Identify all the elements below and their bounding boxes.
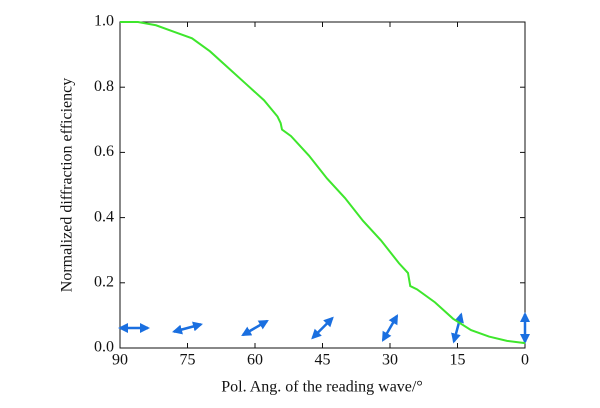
y-tick-label: 1.0: [94, 13, 114, 30]
data-line: [120, 21, 526, 345]
y-tick-label: 0.6: [94, 143, 114, 160]
y-axis-label: Normalized diffraction efficiency: [59, 78, 76, 292]
x-tick-label: 0: [521, 352, 529, 369]
polarization-arrow: [311, 316, 334, 340]
x-tick-label: 60: [247, 352, 263, 369]
polarization-arrow: [381, 314, 399, 342]
x-tick-label: 75: [180, 352, 196, 369]
x-tick-label: 90: [112, 352, 128, 369]
y-tick-label: 0.8: [94, 78, 114, 95]
y-tick-label: 0.0: [94, 339, 114, 356]
x-axis-label: Pol. Ang. of the reading wave/°: [221, 379, 422, 396]
polarization-arrow: [241, 319, 269, 337]
y-tick-label: 0.2: [94, 273, 114, 290]
x-tick-label: 30: [382, 352, 398, 369]
plot-frame: [119, 21, 526, 349]
y-tick-label: 0.4: [94, 208, 114, 225]
x-tick-label: 45: [315, 352, 331, 369]
polarization-arrow: [172, 321, 203, 335]
x-tick-label: 15: [450, 352, 466, 369]
polarization-arrow: [451, 312, 464, 344]
